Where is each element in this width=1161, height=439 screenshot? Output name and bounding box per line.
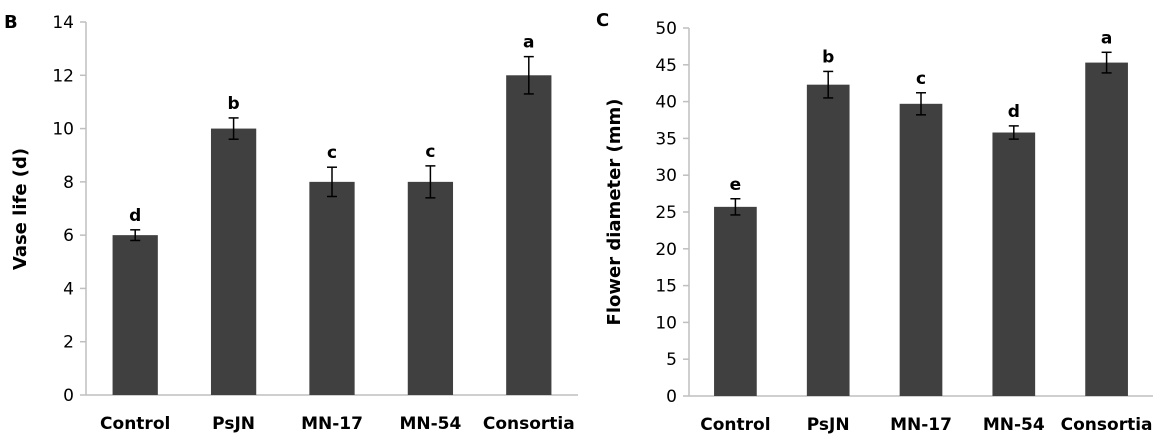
y-tick-label: 30 xyxy=(655,166,677,186)
significance-letter: e xyxy=(730,175,742,195)
bar-control xyxy=(112,235,158,395)
y-tick-label: 2 xyxy=(63,333,74,353)
x-tick-label: Control xyxy=(100,414,170,434)
y-axis-label: Vase life (d) xyxy=(10,148,31,270)
panel-label-c: C xyxy=(596,10,609,31)
bar-psjn xyxy=(806,84,850,396)
y-tick-label: 4 xyxy=(63,279,74,299)
bar-control xyxy=(714,206,757,396)
bar-consortia xyxy=(506,75,552,396)
bar-mn-17 xyxy=(899,103,943,397)
chart-flower-diameter: 0 5 10 15 20 25 30 35 40 45 50 Flower diameter (mm)… xyxy=(604,19,1153,435)
significance-letter: b xyxy=(228,94,240,114)
y-tick-label: 12 xyxy=(52,66,74,86)
y-tick-label: 50 xyxy=(655,19,677,39)
y-tick-label: 10 xyxy=(655,313,677,333)
x-tick-label: MN-54 xyxy=(983,415,1045,435)
y-tick-label: 25 xyxy=(655,203,677,223)
y-tick-label: 0 xyxy=(666,387,677,407)
significance-letter: d xyxy=(1008,102,1020,122)
bar-consortia xyxy=(1085,62,1128,396)
x-tick-label: MN-17 xyxy=(301,414,363,434)
x-tick-label: MN-17 xyxy=(890,415,952,435)
significance-letter: d xyxy=(129,206,141,226)
y-tick-label: 14 xyxy=(52,13,74,33)
y-tick-label: 35 xyxy=(655,129,677,149)
bar-mn-54 xyxy=(407,181,454,395)
y-tick-label: 5 xyxy=(666,350,677,370)
x-tick-label: MN-54 xyxy=(399,414,461,434)
x-tick-label: Consortia xyxy=(1061,415,1153,435)
y-tick-label: 0 xyxy=(63,386,74,406)
x-tick-label: PsJN xyxy=(807,415,850,435)
y-axis-label: Flower diameter (mm) xyxy=(604,99,625,326)
bar-mn-17 xyxy=(309,181,355,395)
x-tick-label: Control xyxy=(700,415,770,435)
y-tick-label: 45 xyxy=(655,56,677,76)
chart-vase-life: 0 2 4 6 8 10 12 14 Vase life (d) d Control b PsJN c MN… xyxy=(10,13,578,434)
y-tick-label: 40 xyxy=(655,93,677,113)
bar-psjn xyxy=(210,128,257,396)
panel-label-b: B xyxy=(4,12,18,33)
y-tick-label: 20 xyxy=(655,240,677,260)
significance-letter: a xyxy=(523,33,534,53)
significance-letter: c xyxy=(425,142,435,162)
significance-letter: b xyxy=(822,47,834,67)
significance-letter: a xyxy=(1101,28,1112,48)
significance-letter: c xyxy=(327,143,337,163)
y-tick-label: 15 xyxy=(655,277,677,297)
significance-letter: c xyxy=(916,69,926,89)
x-tick-label: PsJN xyxy=(212,414,255,434)
bar-mn-54 xyxy=(992,132,1036,396)
y-tick-label: 10 xyxy=(52,120,74,140)
y-tick-label: 6 xyxy=(63,226,74,246)
x-tick-label: Consortia xyxy=(483,414,575,434)
y-tick-label: 8 xyxy=(63,173,74,193)
